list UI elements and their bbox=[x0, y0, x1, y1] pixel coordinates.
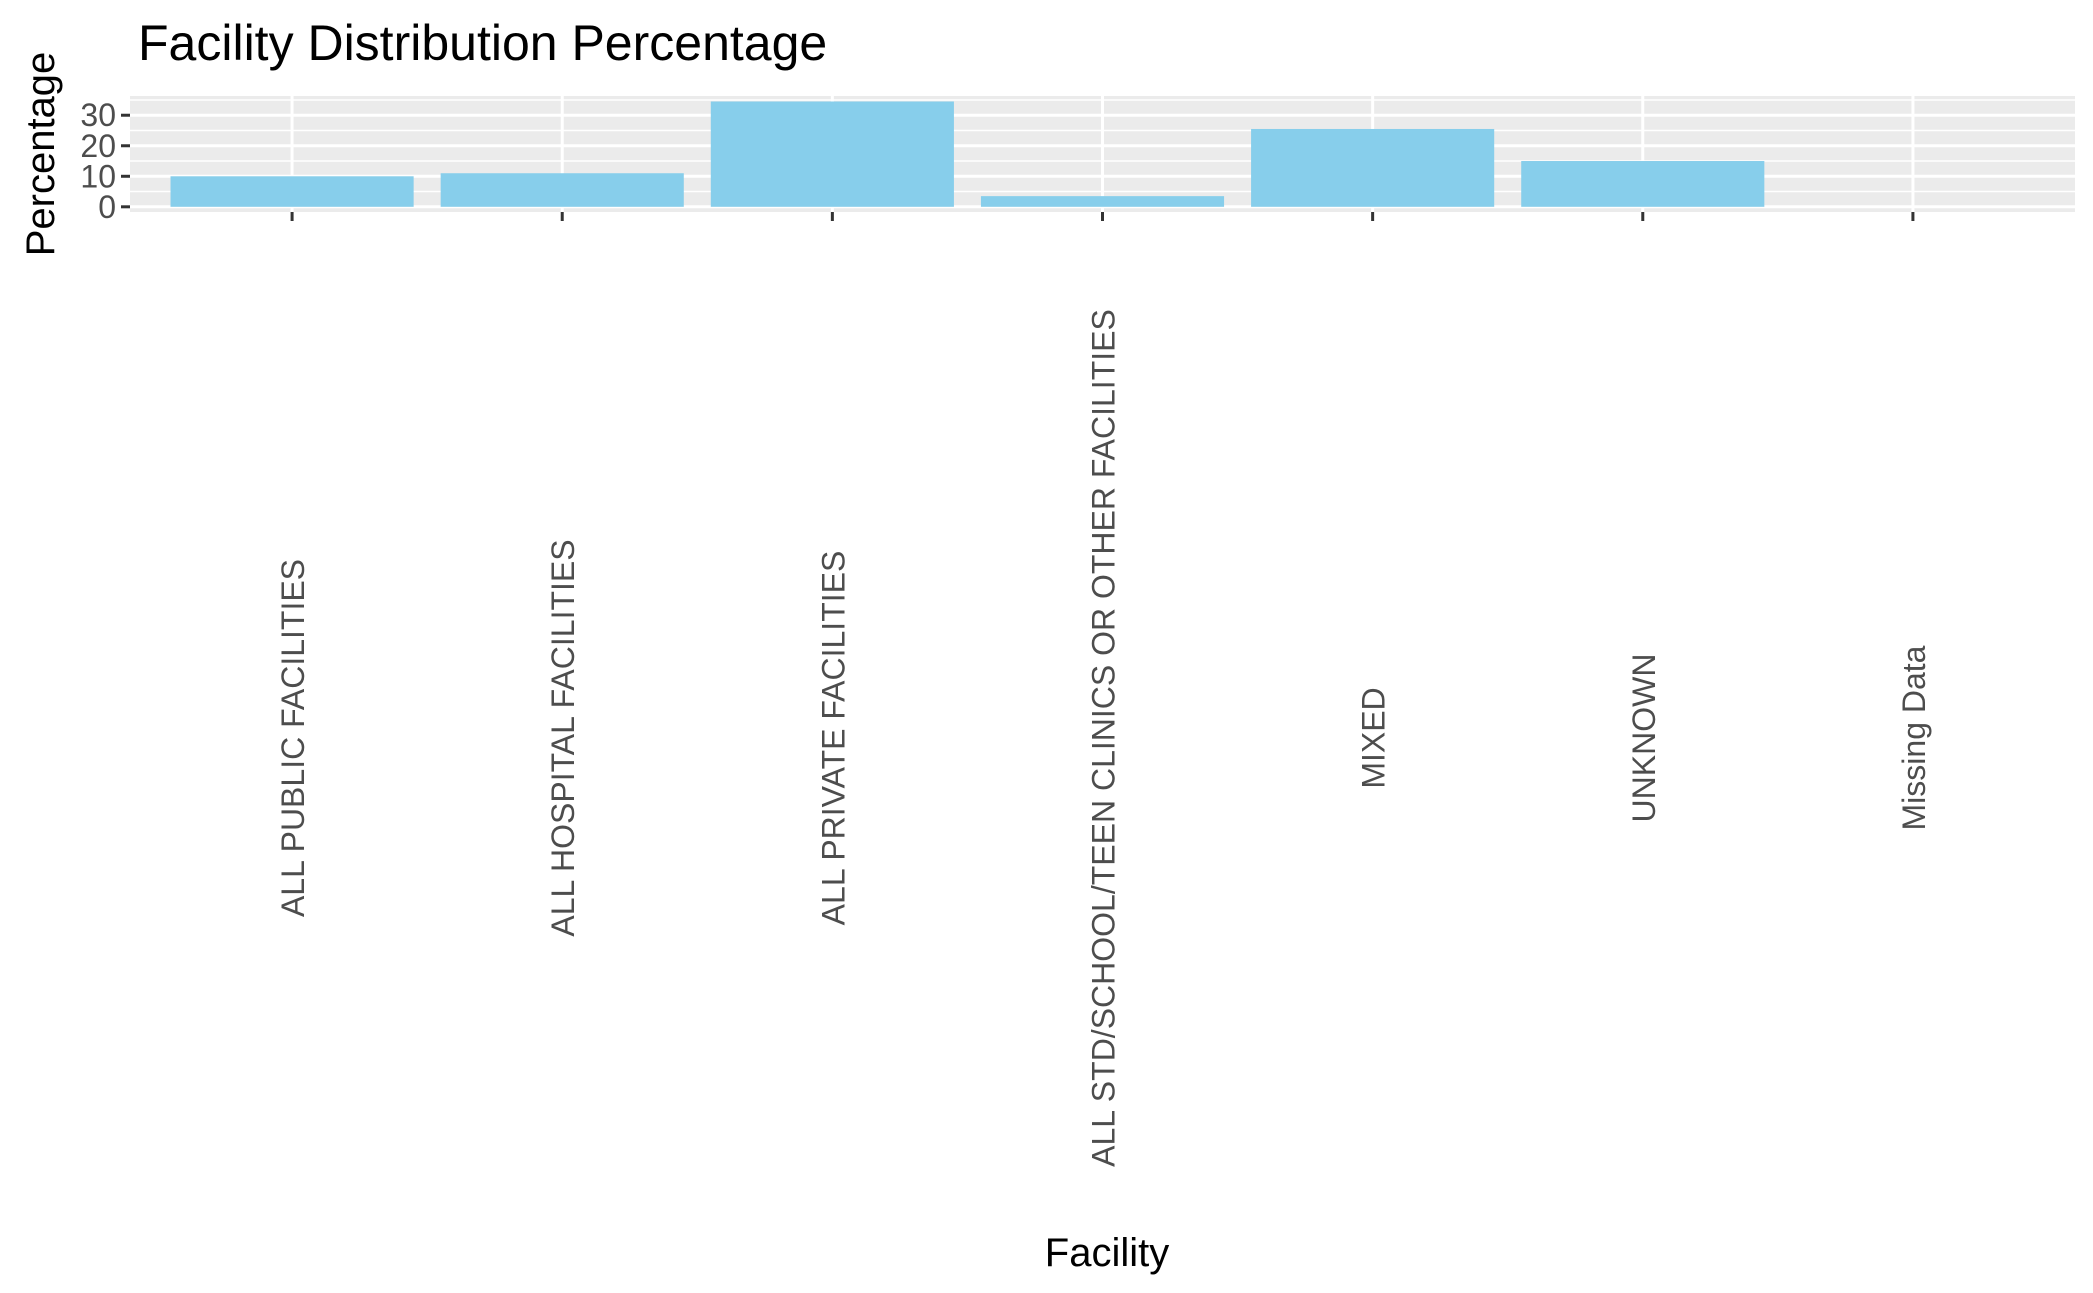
bar bbox=[170, 176, 414, 207]
x-tick-label: MIXED bbox=[1356, 687, 1392, 788]
y-tick-label: 0 bbox=[98, 189, 116, 225]
chart-title: Facility Distribution Percentage bbox=[138, 15, 827, 71]
bar bbox=[440, 173, 684, 207]
x-tick-label: UNKNOWN bbox=[1626, 654, 1662, 823]
bar bbox=[980, 196, 1225, 207]
y-tick-label: 10 bbox=[80, 158, 116, 194]
x-tick-label: ALL HOSPITAL FACILITIES bbox=[545, 539, 581, 936]
x-tick-label: ALL PUBLIC FACILITIES bbox=[275, 559, 311, 917]
bar bbox=[710, 101, 954, 207]
bars bbox=[170, 101, 1765, 207]
bar bbox=[1251, 128, 1495, 207]
x-tick-label: ALL STD/SCHOOL/TEEN CLINICS OR OTHER FAC… bbox=[1086, 309, 1122, 1167]
x-tick-label: ALL PRIVATE FACILITIES bbox=[815, 551, 851, 926]
y-axis-title: Percentage bbox=[19, 52, 63, 257]
bar bbox=[1521, 161, 1765, 207]
y-tick-label: 30 bbox=[80, 97, 116, 133]
x-axis-title: Facility bbox=[1045, 1231, 1169, 1275]
y-tick-label: 20 bbox=[80, 128, 116, 164]
x-tick-label: Missing Data bbox=[1896, 645, 1932, 830]
